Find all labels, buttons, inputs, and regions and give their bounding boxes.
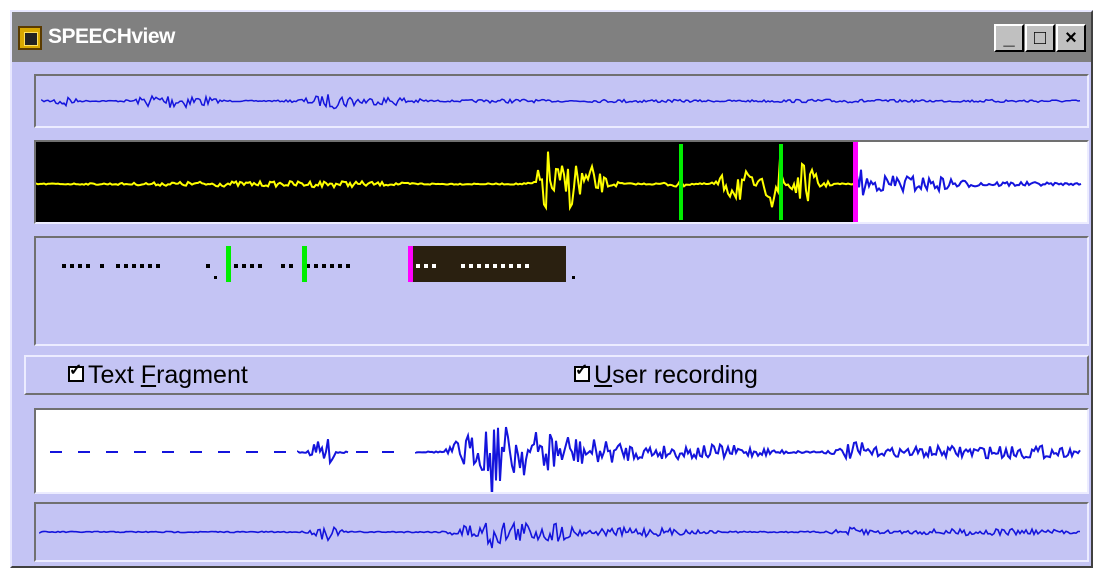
- text-dot: [525, 264, 529, 268]
- text-dot: [62, 264, 66, 268]
- text-dot: [346, 264, 350, 268]
- text-dot: [100, 264, 104, 268]
- minimize-icon[interactable]: _: [994, 24, 1024, 52]
- checkbox-box[interactable]: ✓: [574, 366, 590, 382]
- text-dot: [140, 264, 144, 268]
- maximize-icon[interactable]: □: [1025, 24, 1055, 52]
- speechview-window: SPEECHview _ □ × ✓ Text Fragment ✓ User re…: [10, 10, 1093, 568]
- app-icon[interactable]: [18, 26, 42, 50]
- text-dot: [424, 264, 428, 268]
- text-dot: [501, 264, 505, 268]
- user-recording-overview-panel[interactable]: [34, 502, 1089, 562]
- text-dot: [214, 276, 217, 279]
- text-dot: [314, 264, 318, 268]
- text-dot: [116, 264, 120, 268]
- main-waveform[interactable]: [36, 142, 1087, 222]
- window-title: SPEECHview: [48, 25, 175, 49]
- overview-signal: [42, 94, 1080, 108]
- text-dot: [485, 264, 489, 268]
- text-dot: [572, 276, 575, 279]
- text-fragment-checkbox[interactable]: ✓ Text Fragment: [68, 361, 248, 391]
- text-fragment-view[interactable]: [36, 238, 1087, 344]
- check-icon: ✓: [575, 362, 588, 380]
- played-region: [36, 142, 855, 222]
- text-dot: [477, 264, 481, 268]
- segment-marker: [679, 144, 683, 220]
- text-dot: [517, 264, 521, 268]
- playhead-marker: [408, 246, 413, 282]
- text-fragment-panel[interactable]: [34, 236, 1089, 346]
- check-icon: ✓: [69, 362, 82, 380]
- playhead-marker: [853, 142, 858, 222]
- main-waveform-panel[interactable]: [34, 140, 1089, 224]
- text-dot: [461, 264, 465, 268]
- text-dot: [416, 264, 420, 268]
- text-dot: [330, 264, 334, 268]
- user-signal: [298, 439, 348, 462]
- text-dot: [338, 264, 342, 268]
- segment-marker: [226, 246, 231, 282]
- text-dot: [124, 264, 128, 268]
- text-dot: [432, 264, 436, 268]
- text-dot: [234, 264, 238, 268]
- unplayed-region: [855, 142, 1087, 222]
- user-recording-checkbox[interactable]: ✓ User recording: [574, 361, 758, 391]
- text-dot: [322, 264, 326, 268]
- text-dot: [289, 264, 293, 268]
- text-dot: [281, 264, 285, 268]
- segment-marker: [302, 246, 307, 282]
- user-signal: [416, 427, 1080, 492]
- text-dot: [509, 264, 513, 268]
- text-dot: [493, 264, 497, 268]
- overview-waveform[interactable]: [36, 76, 1087, 126]
- user-overview-signal: [40, 523, 1080, 548]
- options-bar: ✓ Text Fragment ✓ User recording: [24, 355, 1089, 395]
- text-dot: [78, 264, 82, 268]
- checkbox-box[interactable]: ✓: [68, 366, 84, 382]
- user-recording-panel[interactable]: [34, 408, 1089, 494]
- text-dot: [250, 264, 254, 268]
- text-dot: [258, 264, 262, 268]
- user-recording-waveform[interactable]: [36, 410, 1087, 492]
- user-recording-overview[interactable]: [36, 504, 1087, 560]
- text-dot: [148, 264, 152, 268]
- text-dot: [132, 264, 136, 268]
- text-dot: [86, 264, 90, 268]
- text-dot: [70, 264, 74, 268]
- text-dot: [242, 264, 246, 268]
- close-icon[interactable]: ×: [1056, 24, 1086, 52]
- text-dot: [156, 264, 160, 268]
- title-bar[interactable]: SPEECHview _ □ ×: [12, 12, 1091, 62]
- segment-marker: [779, 144, 783, 220]
- text-dot: [206, 264, 210, 268]
- text-dot: [469, 264, 473, 268]
- overview-waveform-panel[interactable]: [34, 74, 1089, 128]
